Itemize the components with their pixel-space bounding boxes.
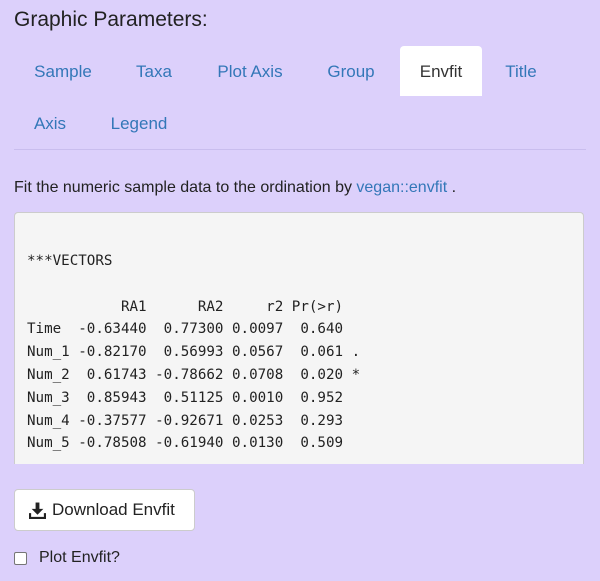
tab-envfit[interactable]: Envfit [400, 46, 482, 96]
envfit-output-box[interactable]: ***VECTORS RA1 RA2 r2 Pr(>r) Time -0.634… [14, 212, 584, 464]
download-button-label: Download Envfit [52, 500, 175, 519]
download-envfit-button[interactable]: Download Envfit [14, 489, 195, 531]
tab-sample[interactable]: Sample [34, 62, 92, 81]
plot-envfit-label[interactable]: Plot Envfit? [39, 549, 120, 566]
envfit-description: Fit the numeric sample data to the ordin… [14, 177, 456, 199]
tab-axis[interactable]: Axis [33, 114, 67, 133]
description-prefix: Fit the numeric sample data to the ordin… [14, 179, 357, 196]
tab-taxa[interactable]: Taxa [136, 62, 172, 81]
plot-envfit-option: Plot Envfit? [14, 546, 120, 570]
tab-plot-axis[interactable]: Plot Axis [217, 62, 283, 81]
tab-title[interactable]: Title [505, 62, 537, 81]
plot-envfit-checkbox[interactable] [14, 551, 27, 565]
description-suffix: . [447, 179, 457, 196]
envfit-output-text: ***VECTORS RA1 RA2 r2 Pr(>r) Time -0.634… [27, 253, 361, 464]
tab-group[interactable]: Group [327, 62, 375, 81]
tab-legend[interactable]: Legend [110, 114, 168, 133]
tab-bar: Sample Taxa Plot Axis Group Envfit Title… [14, 46, 586, 150]
panel-title: Graphic Parameters: [14, 8, 208, 31]
download-icon [29, 502, 46, 519]
vegan-envfit-link[interactable]: vegan::envfit [356, 179, 448, 196]
